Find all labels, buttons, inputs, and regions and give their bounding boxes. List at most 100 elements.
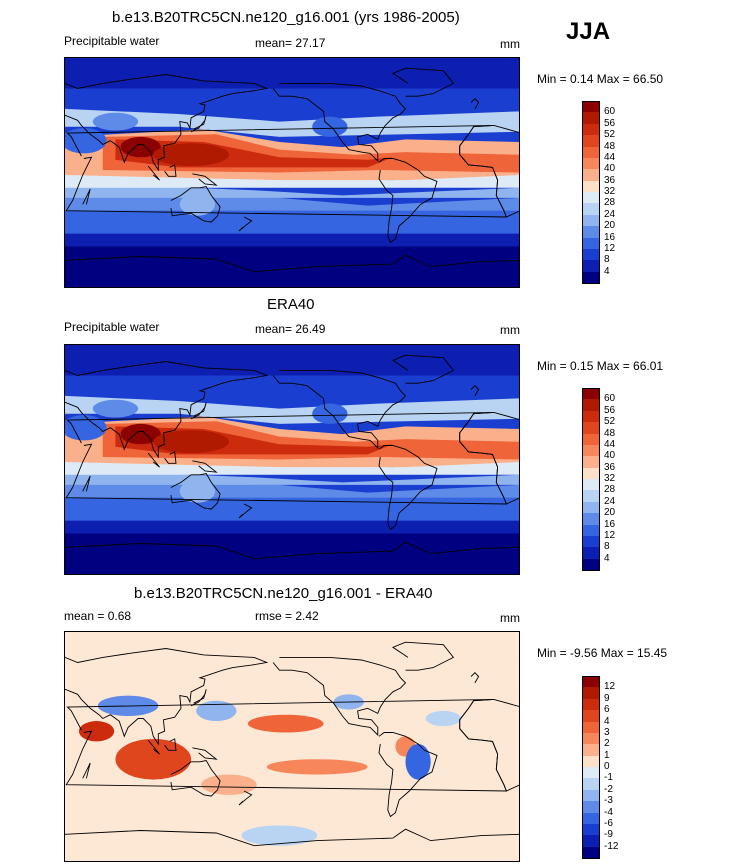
colorbar-swatch bbox=[582, 755, 600, 768]
colorbar-tick-label: -9 bbox=[604, 829, 613, 841]
field-band bbox=[65, 246, 519, 287]
panel-1-left-label: Precipitable water bbox=[64, 34, 160, 48]
colorbar-swatch bbox=[582, 112, 600, 125]
panel-1-minmax: Min = 0.14 Max = 66.50 bbox=[537, 72, 664, 86]
colorbar-swatch bbox=[582, 456, 600, 469]
panel-3-rmse: rmse = 2.42 bbox=[255, 609, 319, 623]
colorbar-swatch bbox=[582, 835, 600, 848]
colorbar-tick-label: 4 bbox=[604, 265, 610, 277]
diff-positive bbox=[201, 774, 257, 795]
panel-1-mean: mean= 27.17 bbox=[255, 36, 326, 50]
coastline bbox=[164, 738, 177, 751]
colorbar-swatch bbox=[582, 801, 600, 814]
season-label: JJA bbox=[566, 18, 611, 45]
colorbar-tick-label: 52 bbox=[604, 416, 616, 428]
colorbar-tick-label: 4 bbox=[604, 552, 610, 564]
colorbar-swatch bbox=[582, 698, 600, 711]
diff-negative bbox=[196, 700, 237, 722]
map-svg bbox=[65, 58, 519, 287]
coastline bbox=[65, 541, 519, 560]
map-svg bbox=[65, 345, 519, 574]
coastline bbox=[192, 173, 218, 186]
colorbar-swatch bbox=[582, 157, 600, 170]
colorbar-tick-label: 56 bbox=[604, 117, 616, 129]
colorbar-tick-label: 44 bbox=[604, 438, 616, 450]
field-band bbox=[65, 195, 519, 211]
panel-3-title: b.e13.B20TRC5CN.ne120_g16.001 - ERA40 bbox=[134, 585, 433, 602]
colorbar-tick-label: -2 bbox=[604, 783, 613, 795]
colorbar-tick-label: 12 bbox=[604, 242, 616, 254]
colorbar-tick-label: -4 bbox=[604, 806, 613, 818]
panel-1-title: b.e13.B20TRC5CN.ne120_g16.001 (yrs 1986-… bbox=[112, 9, 460, 26]
colorbar-tick-label: 16 bbox=[604, 518, 616, 530]
coastline bbox=[65, 648, 269, 746]
colorbar-tick-label: 16 bbox=[604, 231, 616, 243]
colorbar-tick-label: -1 bbox=[604, 772, 613, 784]
colorbar-tick-label: 56 bbox=[604, 404, 616, 416]
colorbar-swatch bbox=[582, 676, 600, 688]
field-dry bbox=[65, 414, 107, 441]
field-band bbox=[65, 533, 519, 574]
field-band bbox=[65, 497, 519, 521]
coastline bbox=[65, 74, 269, 172]
field-band bbox=[65, 482, 519, 498]
coastline bbox=[470, 98, 480, 110]
diff-positive bbox=[78, 721, 115, 742]
coastline bbox=[192, 460, 218, 473]
panel-2-title: ERA40 bbox=[267, 296, 315, 313]
colorbar-swatch bbox=[582, 789, 600, 802]
diff-positive bbox=[266, 759, 368, 775]
colorbar-swatch bbox=[582, 192, 600, 204]
diff-negative bbox=[425, 710, 461, 727]
coastline bbox=[238, 216, 253, 232]
colorbar-swatch bbox=[582, 547, 600, 560]
coastline bbox=[190, 115, 207, 133]
colorbar-swatch bbox=[582, 823, 600, 836]
colorbar-tick-label: 44 bbox=[604, 151, 616, 163]
coastline bbox=[65, 828, 519, 847]
colorbar-swatch bbox=[582, 123, 600, 136]
diff-positive bbox=[115, 738, 192, 780]
colorbar-swatch bbox=[582, 214, 600, 227]
colorbar-tick-label: 40 bbox=[604, 450, 616, 462]
panel-1-colorbar: 60 56 52 48 44 40 36 32 28 24 20 16 12 8 4 bbox=[582, 101, 642, 284]
panel-1-units: mm bbox=[500, 37, 520, 51]
field-max bbox=[153, 143, 229, 167]
field-band bbox=[65, 345, 519, 376]
coastline bbox=[470, 385, 480, 397]
field-band bbox=[65, 395, 519, 424]
coastline bbox=[459, 411, 519, 505]
colorbar-swatch bbox=[582, 271, 600, 284]
field-band bbox=[65, 108, 519, 137]
colorbar-swatch bbox=[582, 558, 600, 571]
field-band bbox=[65, 58, 519, 89]
colorbar-swatch bbox=[582, 467, 600, 480]
colorbar-swatch bbox=[582, 846, 600, 859]
colorbar-tick-label: 36 bbox=[604, 461, 616, 473]
colorbar-swatch bbox=[582, 422, 600, 435]
colorbar-tick-label: 24 bbox=[604, 495, 616, 507]
coastline bbox=[391, 641, 455, 671]
coastline bbox=[82, 188, 91, 205]
map-svg bbox=[65, 632, 519, 861]
coastline bbox=[378, 732, 438, 818]
colorbar-tick-label: 40 bbox=[604, 163, 616, 175]
panel-2-units: mm bbox=[500, 323, 520, 337]
colorbar-swatch bbox=[582, 535, 600, 548]
coastline bbox=[190, 402, 207, 420]
colorbar-tick-label: 2 bbox=[604, 738, 610, 750]
colorbar-swatch bbox=[582, 226, 600, 239]
colorbar-tick-label: 28 bbox=[604, 484, 616, 496]
colorbar-swatch bbox=[582, 248, 600, 261]
diff-negative bbox=[405, 743, 431, 780]
colorbar-tick-label: -12 bbox=[604, 840, 619, 852]
colorbar-tick-label: 60 bbox=[604, 393, 616, 405]
coastline bbox=[170, 759, 221, 797]
colorbar-tick-label: 28 bbox=[604, 197, 616, 209]
coastline bbox=[391, 354, 455, 384]
coastline bbox=[190, 689, 207, 707]
diff-negative bbox=[241, 825, 318, 846]
field-dry bbox=[92, 399, 139, 418]
colorbar-tick-label: 36 bbox=[604, 174, 616, 186]
panel-3-minmax: Min = -9.56 Max = 15.45 bbox=[537, 646, 668, 660]
